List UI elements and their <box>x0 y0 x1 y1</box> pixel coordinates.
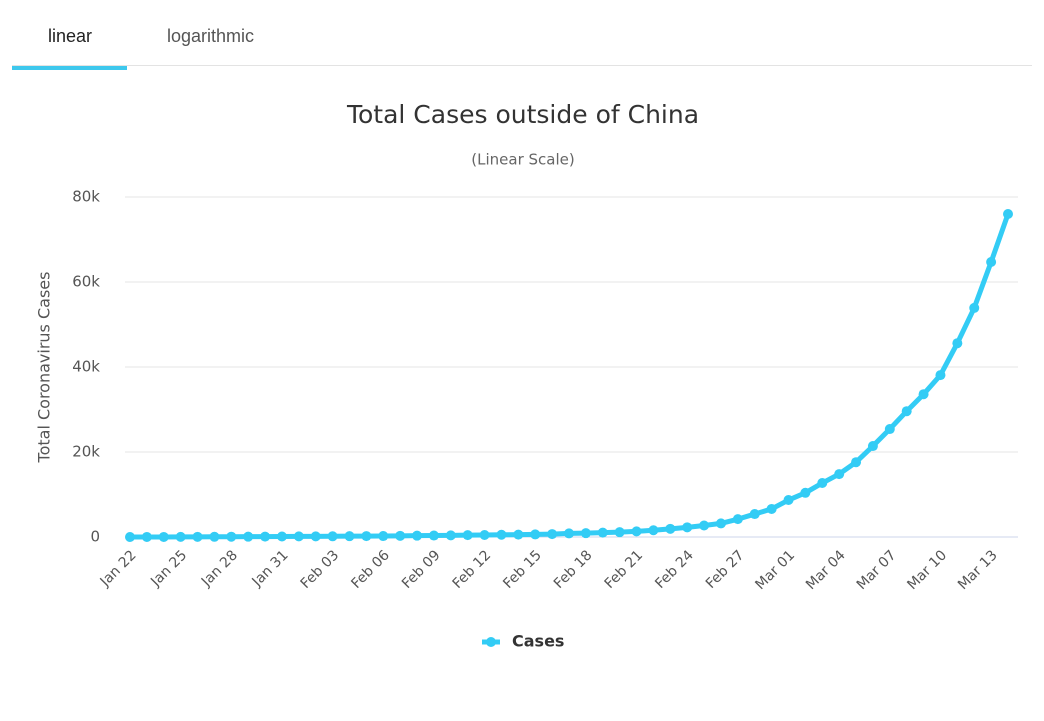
data-point <box>428 530 439 541</box>
data-point <box>817 478 828 489</box>
data-point <box>986 257 997 268</box>
data-point <box>293 531 304 542</box>
data-point <box>1003 209 1013 219</box>
y-tick-label: 40k <box>72 358 100 376</box>
data-point <box>665 523 676 534</box>
data-point <box>969 302 980 313</box>
data-point <box>226 531 237 542</box>
data-point <box>513 529 524 540</box>
data-point <box>648 525 659 536</box>
data-point <box>834 469 845 480</box>
x-tick-label: Mar 10 <box>904 547 950 593</box>
y-tick-label: 20k <box>72 443 100 461</box>
data-point <box>378 531 389 542</box>
data-point <box>260 531 271 542</box>
data-point <box>175 531 186 542</box>
x-tick-label: Jan 28 <box>198 547 241 590</box>
data-point <box>699 520 710 531</box>
chart-subtitle: (Linear Scale) <box>471 151 574 169</box>
data-point <box>749 509 760 520</box>
data-point <box>715 518 726 529</box>
data-point <box>243 531 254 542</box>
data-point <box>918 389 929 400</box>
x-tick-label: Mar 07 <box>854 547 900 593</box>
y-axis-label: Total Coronavirus Cases <box>35 272 54 464</box>
data-point <box>935 370 946 381</box>
data-point <box>884 424 895 435</box>
y-tick-label: 60k <box>72 273 100 291</box>
data-point <box>310 531 321 542</box>
data-point <box>361 531 372 542</box>
x-tick-label: Feb 12 <box>450 547 495 592</box>
x-tick-label: Mar 01 <box>752 547 798 593</box>
data-point <box>462 530 473 541</box>
x-tick-label: Feb 21 <box>602 547 647 592</box>
data-point <box>412 530 423 541</box>
data-point <box>496 529 507 540</box>
data-point <box>901 406 912 417</box>
data-point <box>141 531 152 542</box>
legend-label: Cases <box>512 632 564 651</box>
chart-title: Total Cases outside of China <box>346 100 699 129</box>
data-point <box>209 531 220 542</box>
data-point <box>766 503 777 514</box>
legend-symbol-point <box>486 637 496 647</box>
x-tick-label: Feb 03 <box>298 547 343 592</box>
x-tick-label: Jan 22 <box>97 547 140 590</box>
data-point <box>631 526 642 537</box>
data-point <box>952 338 963 349</box>
data-point <box>732 514 743 525</box>
tab-linear[interactable]: linear <box>48 26 93 46</box>
data-point <box>125 531 135 542</box>
data-point <box>479 529 490 540</box>
data-point <box>530 529 541 540</box>
series-line <box>129 213 1011 540</box>
active-tab-indicator <box>12 66 127 70</box>
x-tick-label: Feb 27 <box>703 547 748 592</box>
y-tick-label: 0 <box>90 528 100 546</box>
x-tick-label: Feb 18 <box>551 547 596 592</box>
data-point <box>851 457 862 468</box>
data-point <box>682 522 693 533</box>
x-tick-label: Mar 04 <box>803 547 849 593</box>
tab-divider <box>12 65 1032 66</box>
data-point <box>547 529 558 540</box>
y-tick-label: 80k <box>72 188 100 206</box>
data-point <box>327 531 338 542</box>
data-point <box>395 530 406 541</box>
data-point <box>344 531 355 542</box>
x-tick-label: Feb 24 <box>652 547 697 592</box>
x-tick-label: Feb 09 <box>399 547 444 592</box>
data-point <box>597 527 608 538</box>
data-point <box>445 530 456 541</box>
data-point <box>867 441 878 452</box>
tab-logarithmic[interactable]: logarithmic <box>167 26 255 46</box>
x-tick-label: Feb 06 <box>348 547 393 592</box>
x-tick-label: Feb 15 <box>500 547 545 592</box>
data-point <box>614 527 625 538</box>
data-point <box>580 528 591 539</box>
x-tick-label: Mar 13 <box>955 547 1001 593</box>
data-point <box>800 487 811 498</box>
data-point <box>158 531 169 542</box>
data-point <box>276 531 287 542</box>
data-point <box>783 495 794 506</box>
x-tick-label: Jan 25 <box>147 547 190 590</box>
data-point <box>564 528 574 539</box>
data-point <box>192 531 203 542</box>
x-tick-label: Jan 31 <box>249 547 292 590</box>
